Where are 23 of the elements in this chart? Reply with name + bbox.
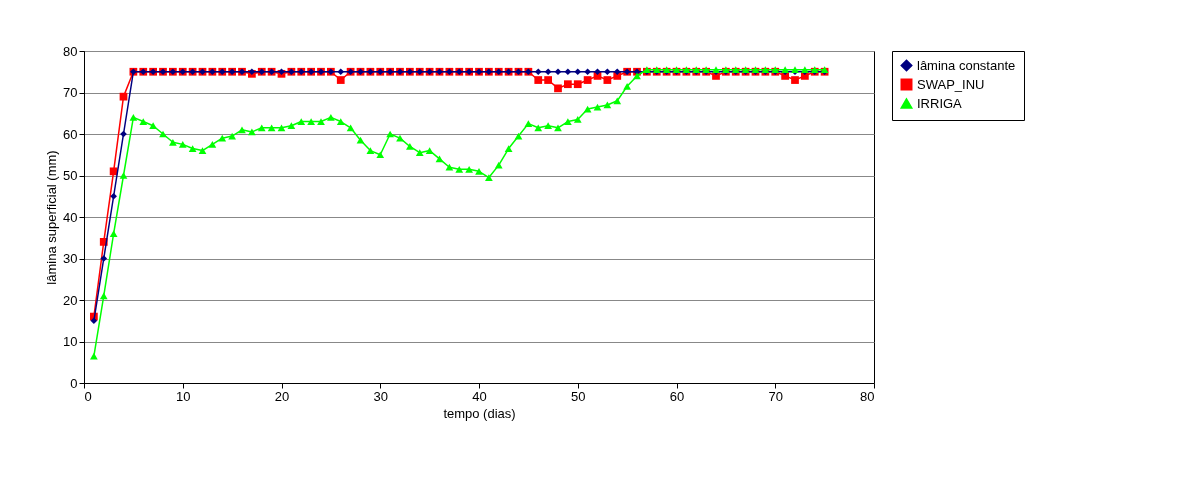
y-tick-label: 40 [63,209,78,225]
y-tick-label: 50 [63,168,78,183]
x-tick-label: 40 [472,388,487,404]
legend-label: IRRIGA [917,95,963,111]
y-tick-label: 20 [63,292,78,308]
x-tick-label: 60 [669,388,685,404]
x-tick-label: 80 [860,388,875,404]
x-tick-label: 50 [571,388,586,404]
y-tick-label: 70 [63,85,78,100]
y-tick-label: 0 [70,375,78,391]
y-tick-label: 30 [63,251,78,266]
x-tick-label: 0 [84,388,92,404]
x-tick-label: 20 [274,388,290,404]
x-axis-title: tempo (dias) [443,405,516,421]
legend-label: SWAP_INU [917,76,985,92]
legend-label: lâmina constante [917,57,1016,73]
x-tick-label: 70 [768,388,783,404]
x-tick-label: 10 [176,388,191,404]
y-tick-label: 10 [63,334,78,349]
x-tick-label: 30 [373,388,388,404]
y-tick-label: 60 [63,126,78,142]
y-tick-label: 80 [63,43,78,59]
y-axis-title: lâmina superficial (mm) [44,150,60,285]
